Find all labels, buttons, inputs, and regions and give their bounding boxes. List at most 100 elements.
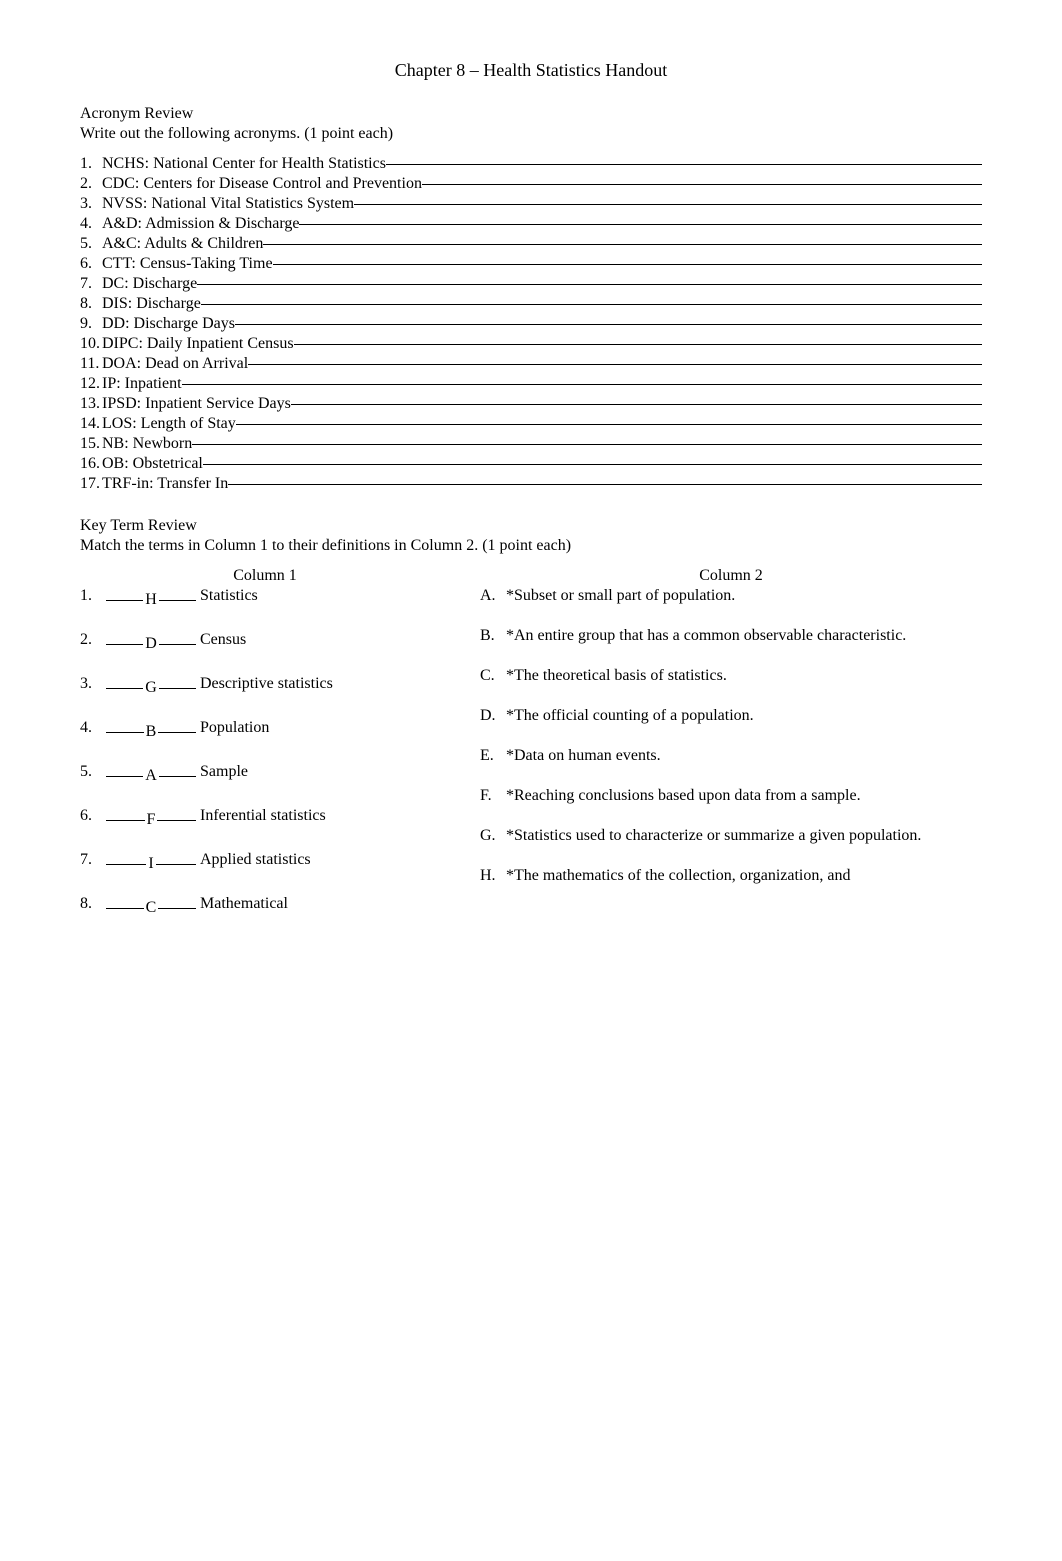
answer-letter: H — [143, 591, 159, 609]
answer-blank: C — [106, 895, 196, 917]
blank-line — [106, 892, 144, 909]
acronym-num: 9. — [80, 315, 102, 333]
blank-line — [159, 760, 196, 777]
acronym-num: 13. — [80, 395, 102, 413]
answer-blank: G — [106, 675, 196, 697]
acronym-num: 4. — [80, 215, 102, 233]
page-title: Chapter 8 – Health Statistics Handout — [80, 60, 982, 81]
acronym-num: 6. — [80, 255, 102, 273]
definition-row: C.*The theoretical basis of statistics. — [480, 667, 982, 685]
acronym-num: 10. — [80, 335, 102, 353]
match-row: 4.B Population — [80, 719, 450, 741]
acronym-item: 15. NB: Newborn — [80, 435, 982, 453]
blank-line — [106, 628, 143, 645]
acronym-num: 12. — [80, 375, 102, 393]
blank-line — [192, 444, 982, 445]
acronym-num: 7. — [80, 275, 102, 293]
acronym-text: DIPC: Daily Inpatient Census — [102, 335, 294, 353]
definition-row: A.*Subset or small part of population. — [480, 587, 982, 605]
acronym-item: 7. DC: Discharge — [80, 275, 982, 293]
blank-line — [106, 672, 143, 689]
definition-text: *Statistics used to characterize or summ… — [506, 827, 982, 845]
acronym-num: 8. — [80, 295, 102, 313]
answer-blank: D — [106, 631, 196, 653]
acronym-num: 17. — [80, 475, 102, 493]
answer-letter: B — [144, 723, 159, 741]
blank-line — [157, 804, 196, 821]
acronym-text: IP: Inpatient — [102, 375, 182, 393]
term-label: Census — [200, 631, 246, 649]
acronym-text: NCHS: National Center for Health Statist… — [102, 155, 386, 173]
definition-text: *The official counting of a population. — [506, 707, 982, 725]
definition-row: E.*Data on human events. — [480, 747, 982, 765]
acronym-item: 6. CTT: Census-Taking Time — [80, 255, 982, 273]
acronym-text: NB: Newborn — [102, 435, 192, 453]
blank-line — [291, 404, 982, 405]
acronym-text: IPSD: Inpatient Service Days — [102, 395, 291, 413]
match-num: 3. — [80, 675, 106, 693]
acronym-item: 8. DIS: Discharge — [80, 295, 982, 313]
acronym-item: 9. DD: Discharge Days — [80, 315, 982, 333]
acronym-item: 14. LOS: Length of Stay — [80, 415, 982, 433]
blank-line — [354, 204, 982, 205]
blank-line — [386, 164, 982, 165]
blank-line — [158, 892, 196, 909]
acronym-text: OB: Obstetrical — [102, 455, 203, 473]
acronym-item: 16. OB: Obstetrical — [80, 455, 982, 473]
definition-letter: D. — [480, 707, 506, 725]
acronym-text: DOA: Dead on Arrival — [102, 355, 248, 373]
definition-text: *An entire group that has a common obser… — [506, 627, 982, 645]
blank-line — [106, 848, 146, 865]
acronym-instruction: Write out the following acronyms. (1 poi… — [80, 125, 982, 143]
blank-line — [228, 484, 982, 485]
term-label: Inferential statistics — [200, 807, 326, 825]
match-num: 5. — [80, 763, 106, 781]
answer-blank: A — [106, 763, 196, 785]
blank-line — [203, 464, 982, 465]
answer-letter: A — [143, 767, 159, 785]
definition-text: *The mathematics of the collection, orga… — [506, 867, 982, 885]
term-label: Applied statistics — [200, 851, 311, 869]
blank-line — [273, 264, 982, 265]
keyterm-heading: Key Term Review — [80, 517, 982, 535]
acronym-num: 14. — [80, 415, 102, 433]
acronym-item: 4. A&D: Admission & Discharge — [80, 215, 982, 233]
answer-letter: G — [143, 679, 159, 697]
definition-row: H.*The mathematics of the collection, or… — [480, 867, 982, 885]
match-col-left: 1.H Statistics2.D Census3.G Descriptive … — [80, 587, 450, 939]
match-row: 2.D Census — [80, 631, 450, 653]
blank-line — [236, 424, 982, 425]
match-columns: 1.H Statistics2.D Census3.G Descriptive … — [80, 587, 982, 939]
blank-line — [106, 716, 144, 733]
term-label: Sample — [200, 763, 248, 781]
answer-blank: I — [106, 851, 196, 873]
acronym-item: 1. NCHS: National Center for Health Stat… — [80, 155, 982, 173]
definition-letter: F. — [480, 787, 506, 805]
column-headers: Column 1 Column 2 — [80, 567, 982, 585]
definition-letter: A. — [480, 587, 506, 605]
answer-letter: F — [145, 811, 158, 829]
keyterm-instruction: Match the terms in Column 1 to their def… — [80, 537, 982, 555]
term-label: Descriptive statistics — [200, 675, 333, 693]
definition-text: *Subset or small part of population. — [506, 587, 982, 605]
match-num: 1. — [80, 587, 106, 605]
acronym-num: 3. — [80, 195, 102, 213]
definition-text: *Data on human events. — [506, 747, 982, 765]
acronym-text: DD: Discharge Days — [102, 315, 235, 333]
acronym-item: 12. IP: Inpatient — [80, 375, 982, 393]
definition-letter: E. — [480, 747, 506, 765]
acronym-item: 2. CDC: Centers for Disease Control and … — [80, 175, 982, 193]
definition-row: F.*Reaching conclusions based upon data … — [480, 787, 982, 805]
definition-row: D.*The official counting of a population… — [480, 707, 982, 725]
acronym-heading: Acronym Review — [80, 105, 982, 123]
blank-line — [294, 344, 982, 345]
match-row: 8.C Mathematical — [80, 895, 450, 917]
acronym-text: NVSS: National Vital Statistics System — [102, 195, 354, 213]
acronym-item: 17. TRF-in: Transfer In — [80, 475, 982, 493]
answer-blank: F — [106, 807, 196, 829]
acronym-text: A&D: Admission & Discharge — [102, 215, 299, 233]
acronym-item: 11. DOA: Dead on Arrival — [80, 355, 982, 373]
definition-text: *The theoretical basis of statistics. — [506, 667, 982, 685]
acronym-text: CDC: Centers for Disease Control and Pre… — [102, 175, 422, 193]
acronym-text: TRF-in: Transfer In — [102, 475, 228, 493]
